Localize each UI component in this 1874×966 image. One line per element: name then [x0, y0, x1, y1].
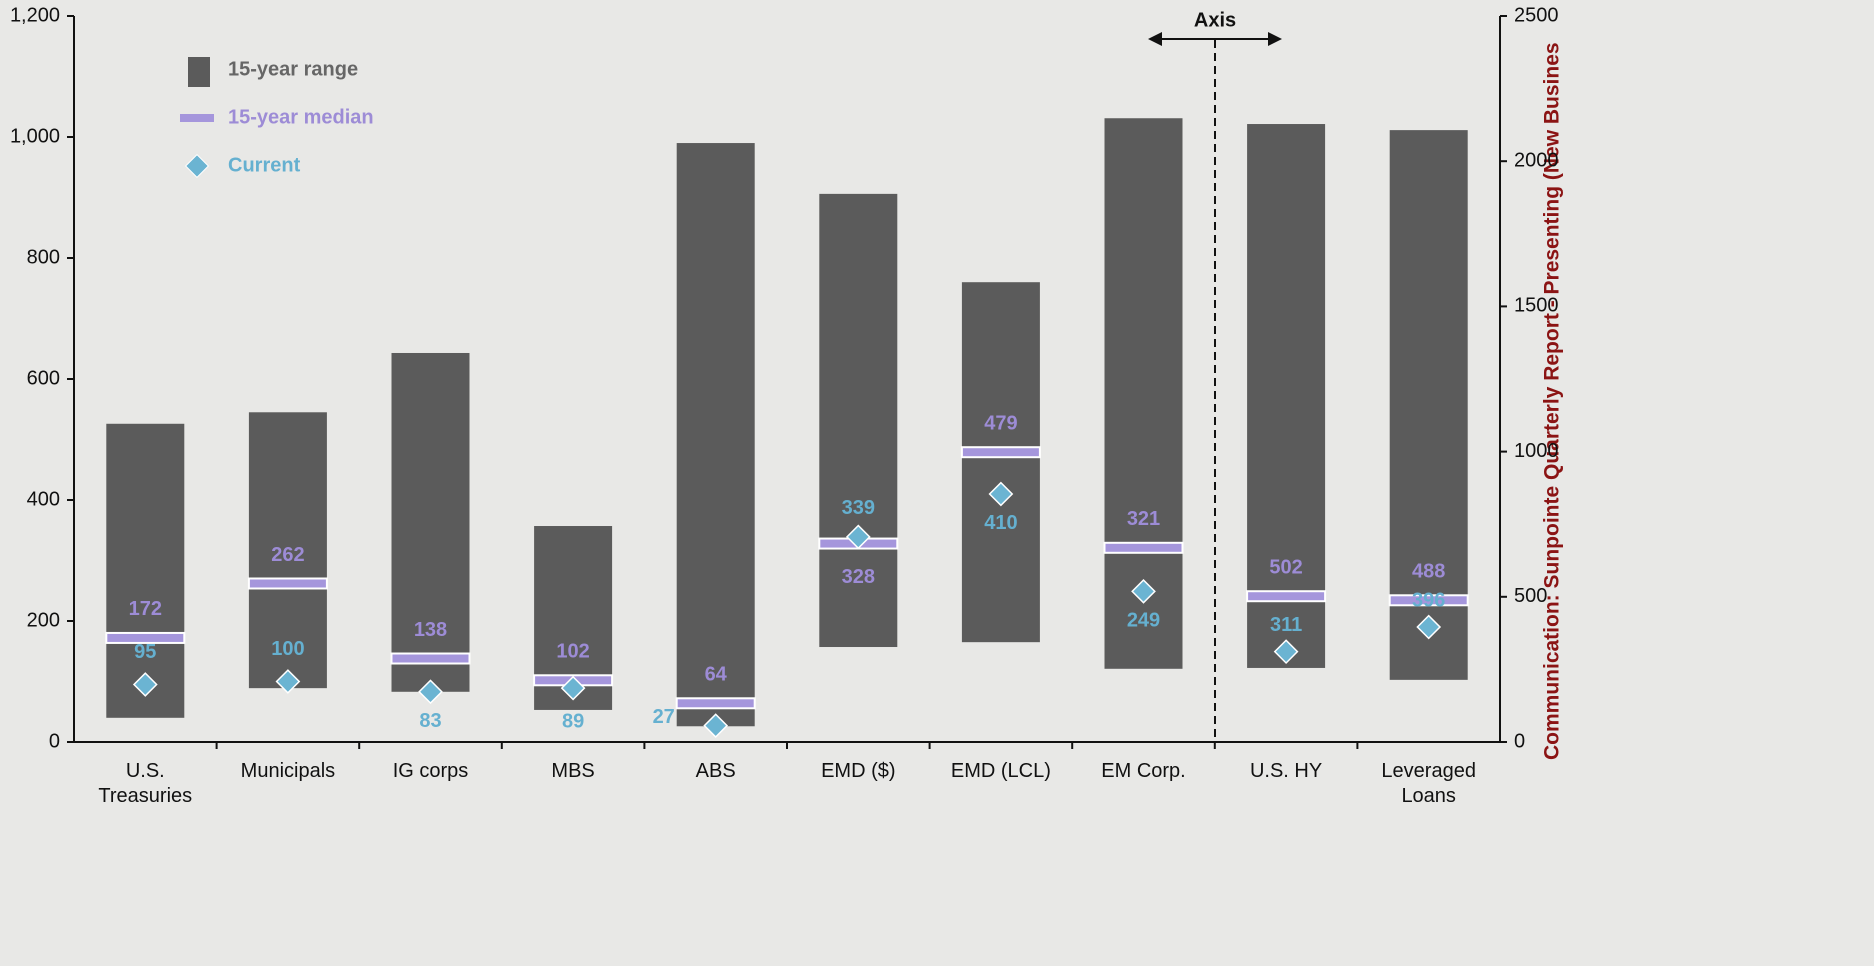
x-tick-label: Municipals — [241, 760, 335, 782]
x-tick-label: EMD (LCL) — [951, 760, 1051, 782]
y-tick-label: 1,000 — [10, 125, 60, 147]
legend-swatch — [188, 57, 210, 87]
arrow-head — [1148, 32, 1162, 46]
range-bar — [819, 193, 898, 648]
median-label: 172 — [129, 598, 162, 620]
x-tick-line: Treasuries — [98, 785, 192, 807]
current-label: 339 — [842, 497, 875, 519]
y-tick-label: 0 — [49, 730, 60, 752]
current-marker — [1273, 639, 1299, 665]
current-label: 27 — [653, 706, 675, 728]
legend-label: 15-year range — [228, 58, 358, 80]
current-marker — [132, 672, 158, 697]
annotation: Axis — [1194, 9, 1236, 31]
x-tick-line: EMD ($) — [821, 760, 895, 782]
range-bar — [248, 412, 327, 689]
x-tick-line: MBS — [551, 760, 594, 782]
current-marker — [1131, 578, 1156, 604]
median-line — [1246, 590, 1327, 603]
y2-tick-label: 500 — [1514, 585, 1547, 607]
x-tick-label: IG corps — [393, 760, 469, 782]
current-marker — [418, 679, 443, 705]
legend-label: 15-year median — [228, 106, 374, 128]
x-tick-line: IG corps — [393, 760, 469, 782]
median-label: 479 — [984, 412, 1017, 434]
arrow-head — [1268, 32, 1282, 46]
median-line — [247, 577, 328, 590]
x-tick-line: U.S. — [126, 760, 165, 782]
range-bar — [961, 282, 1040, 643]
x-tick-line: U.S. HY — [1250, 760, 1322, 782]
median-label: 328 — [842, 566, 875, 588]
median-label: 64 — [705, 664, 728, 686]
median-label: 488 — [1412, 561, 1445, 583]
current-label: 89 — [562, 710, 584, 732]
median-line — [960, 446, 1041, 459]
x-tick-label: U.S. HY — [1250, 760, 1322, 782]
y2-tick-label: 1500 — [1514, 295, 1559, 317]
median-label: 262 — [271, 544, 304, 566]
current-marker — [988, 481, 1014, 507]
median-line — [1103, 541, 1184, 554]
current-label: 396 — [1412, 589, 1445, 611]
y-tick-label: 600 — [27, 367, 60, 389]
current-label: 311 — [1270, 614, 1302, 636]
current-marker — [703, 713, 729, 739]
x-tick-line: EM Corp. — [1101, 760, 1185, 782]
range-bar — [1104, 118, 1183, 669]
median-line — [390, 652, 471, 665]
x-tick-label: MBS — [551, 760, 594, 782]
current-marker — [560, 675, 586, 701]
y-tick-label: 200 — [27, 609, 60, 631]
current-label: 95 — [134, 641, 156, 663]
range-bar — [1389, 130, 1468, 680]
range-bar — [1247, 124, 1326, 668]
x-tick-line: Municipals — [241, 760, 335, 782]
median-line — [675, 697, 756, 710]
y-tick-label: 400 — [27, 488, 60, 510]
current-label: 100 — [271, 638, 304, 660]
y-tick-label: 1,200 — [10, 4, 60, 26]
range-bar — [106, 423, 185, 718]
median-label: 321 — [1127, 508, 1160, 530]
x-tick-label: Leveraged Loans — [1381, 760, 1476, 807]
x-tick-line: ABS — [696, 760, 736, 782]
median-label: 102 — [556, 641, 589, 663]
current-marker — [275, 669, 301, 694]
legend-label: Current — [228, 154, 301, 176]
x-tick-line: Loans — [1401, 785, 1456, 807]
range-bar — [391, 352, 470, 692]
x-tick-label: EM Corp. — [1101, 760, 1185, 782]
y2-tick-label: 2000 — [1514, 149, 1559, 171]
x-tick-label: U.S. Treasuries — [98, 760, 192, 807]
current-label: 410 — [984, 512, 1017, 534]
current-marker — [845, 524, 871, 550]
current-marker — [1416, 614, 1442, 640]
median-line — [105, 631, 186, 644]
y2-tick-label: 1000 — [1514, 440, 1559, 462]
x-tick-label: EMD ($) — [821, 760, 895, 782]
y2-tick-label: 2500 — [1514, 4, 1559, 26]
x-tick-label: ABS — [696, 760, 736, 782]
legend-swatch — [180, 114, 214, 122]
x-tick-line: Leveraged — [1381, 760, 1476, 782]
current-label: 249 — [1127, 610, 1160, 632]
median-label: 138 — [414, 619, 447, 641]
y-tick-label: 800 — [27, 246, 60, 268]
y2-axis-label: Communication: Sunpointe Quarterly Repor… — [1541, 42, 1564, 760]
range-bar — [676, 143, 755, 727]
legend-swatch — [184, 153, 210, 179]
y2-tick-label: 0 — [1514, 730, 1525, 752]
current-label: 83 — [419, 710, 441, 732]
median-line — [1388, 594, 1469, 607]
x-tick-line: EMD (LCL) — [951, 760, 1051, 782]
median-label: 502 — [1269, 557, 1302, 579]
